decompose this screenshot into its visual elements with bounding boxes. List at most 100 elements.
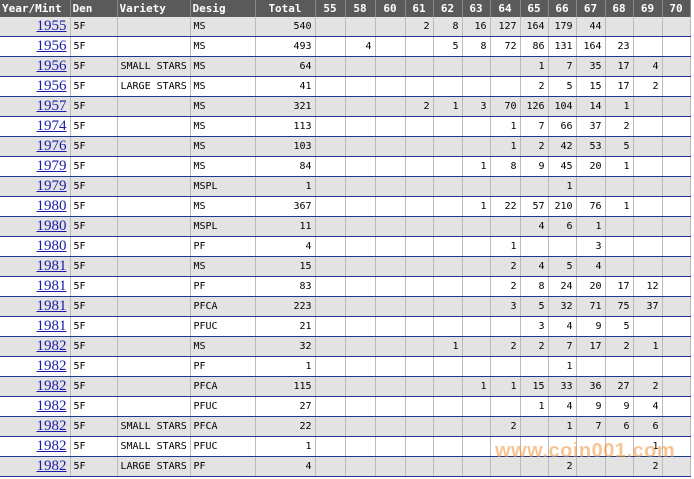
cell: 35 (576, 56, 606, 77)
cell: MS (190, 36, 256, 57)
cell: 1981 (0, 316, 71, 337)
cell: 1 (462, 376, 491, 397)
cell (345, 96, 376, 117)
cell: PFCA (190, 296, 256, 317)
cell: 1 (548, 356, 577, 377)
data-row: 1982 5F SMALL STARS PFUC 1 1 (0, 436, 691, 457)
cell: 76 (576, 196, 606, 217)
cell: 36 (576, 376, 606, 397)
year-link[interactable]: 1982 (36, 378, 67, 394)
cell: 14 (576, 96, 606, 117)
year-link[interactable]: 1981 (36, 318, 67, 334)
year-link[interactable]: 1976 (36, 138, 67, 154)
cell: 5F (70, 136, 118, 157)
year-link[interactable]: 1955 (36, 18, 67, 34)
cell (433, 376, 463, 397)
cell (433, 256, 463, 277)
year-link[interactable]: 1982 (36, 398, 67, 414)
cell (662, 136, 691, 157)
cell: SMALL STARS (117, 416, 191, 437)
cell: 5F (70, 156, 118, 177)
cell: PF (190, 456, 256, 477)
year-link[interactable]: 1956 (36, 78, 67, 94)
cell (315, 36, 346, 57)
cell: 1980 (0, 236, 71, 257)
cell (462, 116, 491, 137)
year-link[interactable]: 1979 (36, 158, 67, 174)
cell (633, 17, 663, 37)
cell: 8 (462, 36, 491, 57)
year-link[interactable]: 1979 (36, 178, 67, 194)
column-header: 58 (345, 0, 376, 17)
cell: 1 (490, 116, 521, 137)
cell: 2 (633, 456, 663, 477)
cell (433, 356, 463, 377)
cell: 23 (605, 36, 634, 57)
cell (633, 96, 663, 117)
cell (345, 276, 376, 297)
cell (375, 216, 406, 237)
cell (433, 176, 463, 197)
cell: 164 (520, 17, 549, 37)
data-row: 1981 5F PFCA 223 3 5 32 71 75 37 (0, 296, 691, 317)
cell: 32 (255, 336, 316, 357)
cell (605, 17, 634, 37)
year-link[interactable]: 1981 (36, 258, 67, 274)
cell: 4 (576, 256, 606, 277)
cell: 5F (70, 236, 118, 257)
year-link[interactable]: 1956 (36, 58, 67, 74)
column-header: Desig (190, 0, 256, 17)
cell: 1955 (0, 17, 71, 37)
cell: 57 (520, 196, 549, 217)
cell (117, 316, 191, 337)
year-link[interactable]: 1981 (36, 278, 67, 294)
data-row: 1979 5F MSPL 1 1 (0, 176, 691, 197)
cell: MS (190, 17, 256, 37)
cell (315, 296, 346, 317)
year-link[interactable]: 1981 (36, 298, 67, 314)
year-link[interactable]: 1974 (36, 118, 67, 134)
cell (345, 236, 376, 257)
cell (345, 56, 376, 77)
year-link[interactable]: 1982 (36, 438, 67, 454)
cell: 1 (462, 196, 491, 217)
cell (315, 356, 346, 377)
cell (548, 236, 577, 257)
cell (490, 436, 521, 457)
cell (520, 176, 549, 197)
year-link[interactable]: 1982 (36, 358, 67, 374)
cell: 15 (520, 376, 549, 397)
cell (633, 316, 663, 337)
data-row: 1980 5F MS 367 1 22 57 210 76 1 (0, 196, 691, 217)
year-link[interactable]: 1980 (36, 218, 67, 234)
year-link[interactable]: 1982 (36, 338, 67, 354)
cell (633, 176, 663, 197)
year-link[interactable]: 1982 (36, 458, 67, 474)
year-link[interactable]: 1957 (36, 98, 67, 114)
cell: 1 (462, 156, 491, 177)
column-header: 64 (490, 0, 521, 17)
cell: 3 (462, 96, 491, 117)
year-link[interactable]: 1980 (36, 198, 67, 214)
year-link[interactable]: 1980 (36, 238, 67, 254)
cell: 2 (548, 456, 577, 477)
cell (117, 276, 191, 297)
cell (315, 256, 346, 277)
cell (662, 376, 691, 397)
cell: 2 (520, 76, 549, 97)
year-link[interactable]: 1956 (36, 38, 67, 54)
cell (345, 336, 376, 357)
column-header: 66 (548, 0, 577, 17)
cell: 1 (255, 356, 316, 377)
cell: 126 (520, 96, 549, 117)
year-link[interactable]: 1982 (36, 418, 67, 434)
cell: 1982 (0, 456, 71, 477)
cell (490, 316, 521, 337)
cell (662, 36, 691, 57)
cell (345, 176, 376, 197)
cell: 5F (70, 176, 118, 197)
cell (315, 236, 346, 257)
data-row: 1957 5F MS 321 2 1 3 70 126 104 14 1 (0, 96, 691, 117)
cell (520, 356, 549, 377)
